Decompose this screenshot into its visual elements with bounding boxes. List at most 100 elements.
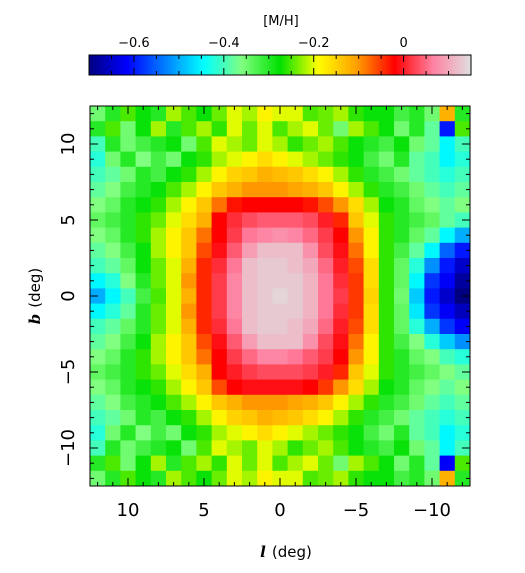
heatmap-cell <box>196 425 213 441</box>
heatmap-cell <box>394 151 410 168</box>
heatmap-cell <box>150 470 167 487</box>
heatmap-cell <box>135 425 152 441</box>
heatmap-cell <box>150 182 167 198</box>
heatmap-cell <box>135 334 152 350</box>
heatmap-cell <box>378 364 395 381</box>
heatmap-cell <box>166 242 182 259</box>
x-tick-labels: 10 5 0 −5 −10 <box>117 500 451 521</box>
heatmap-cell <box>378 455 395 472</box>
y-tick-label: 10 <box>58 133 79 156</box>
heatmap-cell <box>150 106 167 122</box>
heatmap-cell <box>242 106 258 122</box>
heatmap-cell <box>226 136 243 153</box>
heatmap-cell <box>211 242 228 259</box>
heatmap-cell <box>302 273 319 289</box>
heatmap-cell <box>105 410 121 426</box>
x-axis-symbol: l <box>260 543 266 561</box>
heatmap-cell <box>166 288 182 305</box>
heatmap-cell <box>287 197 304 213</box>
heatmap-cell <box>196 197 213 213</box>
heatmap-cell <box>333 182 349 198</box>
heatmap-cell <box>454 121 471 137</box>
heatmap-cell <box>211 258 228 274</box>
heatmap-cell <box>226 288 243 305</box>
colorbar-tick-label: 0 <box>399 36 407 51</box>
heatmap-cell <box>424 121 441 137</box>
heatmap-cell <box>272 303 289 320</box>
heatmap-cell <box>454 106 471 122</box>
heatmap-cell <box>363 410 380 426</box>
heatmap-cell <box>196 242 213 259</box>
heatmap-cell <box>424 318 441 335</box>
heatmap-cell <box>302 440 319 457</box>
heatmap-cell <box>105 318 121 335</box>
heatmap-cell <box>226 470 243 487</box>
heatmap-cell <box>120 410 137 426</box>
heatmap-cell <box>302 349 319 365</box>
heatmap-cell <box>318 182 334 198</box>
heatmap-cell <box>105 197 121 213</box>
heatmap-cell <box>242 258 258 274</box>
x-axis-label: l (deg) <box>260 543 312 561</box>
heatmap-cell <box>272 425 289 441</box>
heatmap-cell <box>363 258 380 274</box>
heatmap-cell <box>394 212 410 229</box>
heatmap-cell <box>181 242 197 259</box>
heatmap-cell <box>378 166 395 183</box>
heatmap-cell <box>439 470 456 487</box>
heatmap-cell <box>150 410 167 426</box>
heatmap-cell <box>211 410 228 426</box>
heatmap-cell <box>409 166 425 183</box>
x-tick-label: 5 <box>198 500 209 521</box>
heatmap-cell <box>363 349 380 365</box>
heatmap-cell <box>242 227 258 244</box>
heatmap-cell <box>378 273 395 289</box>
x-tick-label: 0 <box>274 500 285 521</box>
heatmap-cell <box>105 258 121 274</box>
heatmap-cell <box>363 455 380 472</box>
heatmap-cell <box>409 349 425 365</box>
heatmap-cell <box>302 410 319 426</box>
heatmap-cell <box>242 470 258 487</box>
heatmap-cell <box>272 166 289 183</box>
heatmap-cell <box>211 379 228 396</box>
heatmap-cell <box>166 151 182 168</box>
heatmap-cell <box>394 106 410 122</box>
heatmap-cell <box>302 303 319 320</box>
heatmap-cell <box>424 440 441 457</box>
heatmap-cell <box>226 151 243 168</box>
heatmap-cell <box>302 136 319 153</box>
heatmap-cell <box>135 288 152 305</box>
heatmap-cell <box>105 182 121 198</box>
heatmap-cell <box>226 106 243 122</box>
heatmap-cell <box>394 410 410 426</box>
heatmap-cell <box>424 334 441 350</box>
heatmap-cell <box>318 303 334 320</box>
heatmap-cell <box>211 425 228 441</box>
heatmap-cell <box>378 258 395 274</box>
heatmap-cell <box>90 273 106 289</box>
heatmap-cell <box>150 379 167 396</box>
heatmap-cell <box>150 334 167 350</box>
heatmap-cell <box>333 136 349 153</box>
heatmap-cell <box>394 258 410 274</box>
heatmap-cell <box>333 303 349 320</box>
heatmap-cell <box>318 242 334 259</box>
heatmap-cell <box>226 440 243 457</box>
heatmap-cell <box>409 227 425 244</box>
heatmap-cell <box>166 379 182 396</box>
heatmap-cell <box>424 288 441 305</box>
heatmap-cell <box>409 151 425 168</box>
heatmap-cell <box>318 379 334 396</box>
heatmap-cell <box>211 106 228 122</box>
heatmap-cell <box>348 379 365 396</box>
heatmap-cell <box>226 166 243 183</box>
heatmap-cell <box>272 182 289 198</box>
heatmap-cell <box>166 470 182 487</box>
heatmap-cell <box>150 136 167 153</box>
heatmap-cell <box>394 288 410 305</box>
heatmap-cell <box>135 273 152 289</box>
heatmap-cell <box>242 410 258 426</box>
heatmap-cell <box>90 394 106 411</box>
heatmap-cell <box>424 379 441 396</box>
